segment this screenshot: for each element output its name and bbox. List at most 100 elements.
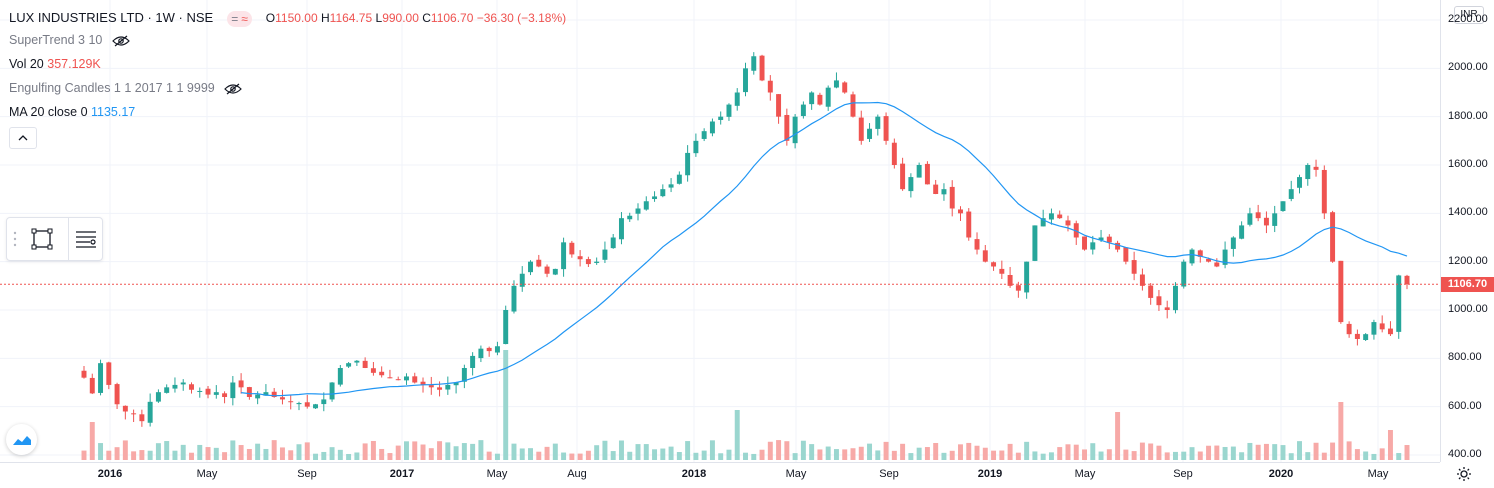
engulfing-legend[interactable]: Engulfing Candles 1 1 2017 1 1 9999 [9, 81, 243, 95]
volume-bar [428, 448, 434, 460]
volume-bar [122, 440, 128, 460]
candle-body [1048, 213, 1054, 220]
volume-value: 357.129K [47, 57, 101, 71]
volume-bar [131, 451, 137, 460]
volume-bar [1007, 443, 1013, 460]
volume-bar [222, 452, 228, 460]
price-axis[interactable] [1440, 0, 1494, 462]
plot-area[interactable] [0, 0, 1440, 462]
candle-body [213, 392, 219, 395]
supertrend-legend[interactable]: SuperTrend 3 10 [9, 33, 130, 47]
candle-body [387, 377, 393, 379]
volume-bar [833, 449, 839, 460]
candle-body [1131, 260, 1137, 274]
tradingview-logo-icon[interactable] [6, 424, 37, 455]
time-axis[interactable] [0, 462, 1440, 488]
compare-pill[interactable]: = ≈ [227, 10, 252, 27]
volume-legend[interactable]: Vol 20 357.129K [9, 57, 101, 71]
candle-body [635, 208, 641, 214]
candle-body [494, 346, 500, 353]
volume-bar [933, 442, 939, 460]
candle-body [1338, 260, 1344, 323]
floating-drawing-toolbar[interactable] [6, 217, 103, 261]
candle-body [1363, 334, 1369, 341]
volume-bar [494, 453, 500, 460]
candle-body [1082, 236, 1087, 250]
time-tick-label: Sep [297, 468, 317, 480]
volume-bar [817, 449, 823, 460]
candle-body [1148, 285, 1154, 298]
rectangle-select-icon[interactable] [29, 226, 55, 252]
collapse-legend-button[interactable] [9, 127, 37, 149]
volume-bar [346, 453, 352, 460]
volume-bar [387, 453, 393, 460]
low-label: L [375, 11, 383, 25]
candle-body [321, 399, 327, 405]
ma-legend[interactable]: MA 20 close 0 1135.17 [9, 105, 135, 119]
candlesticks[interactable] [81, 52, 1410, 427]
volume-bar [585, 450, 591, 460]
candle-body [685, 152, 691, 176]
candle-body [1387, 328, 1393, 335]
candle-body [106, 362, 112, 385]
candle-body [875, 116, 881, 129]
volume-bar [329, 447, 335, 460]
candle-body [114, 384, 120, 405]
volume-bar [924, 447, 930, 460]
time-tick-label: May [1367, 468, 1389, 480]
volume-bar [263, 448, 269, 460]
candle-body [891, 142, 897, 165]
settings-lines-icon[interactable] [73, 226, 99, 252]
ma-label: MA 20 close 0 [9, 105, 88, 119]
candle-body [709, 121, 715, 134]
equals-icon: = [231, 11, 239, 26]
candle-body [536, 259, 542, 267]
time-tick-label: May [196, 468, 218, 480]
volume-bar [478, 440, 484, 460]
drag-grip-icon[interactable] [13, 231, 17, 247]
eye-crossed-icon[interactable] [224, 83, 243, 95]
candle-body [743, 68, 748, 93]
volume-bar [1371, 453, 1377, 460]
candle-body [660, 189, 666, 197]
volume-bar [718, 453, 724, 460]
volume-bar [858, 446, 864, 460]
ohlc-values: O1150.00 H1164.75 L990.00 C1106.70 −36.3… [266, 11, 566, 25]
volume-bar [246, 448, 252, 460]
volume-bar [288, 450, 294, 460]
volume-bar [437, 441, 443, 460]
volume-bar [1189, 447, 1195, 460]
volume-bar [643, 444, 649, 460]
candle-body [503, 310, 509, 345]
volume-bar [279, 447, 285, 460]
candle-body [1123, 247, 1129, 262]
volume-bar [602, 440, 608, 460]
volume-bar [916, 447, 922, 460]
candle-body [569, 242, 575, 255]
volume-bar [470, 443, 476, 460]
currency-badge[interactable]: INR [1454, 6, 1484, 24]
volume-bar [1090, 443, 1096, 460]
candle-body [362, 360, 368, 368]
candle-body [304, 402, 310, 407]
volume-bar [734, 410, 740, 460]
volume-bar [900, 443, 906, 460]
candle-body [428, 385, 434, 388]
candle-body [652, 196, 658, 200]
time-tick-label: 2016 [97, 468, 123, 480]
gear-icon[interactable] [1456, 466, 1472, 482]
eye-crossed-icon[interactable] [111, 35, 130, 47]
volume-bar [1354, 449, 1360, 460]
symbol-title[interactable]: LUX INDUSTRIES LTD · 1W · NSE [9, 10, 214, 25]
candle-body [478, 348, 484, 359]
candle-body [966, 211, 972, 238]
volume-bar [552, 443, 558, 460]
candle-body [800, 104, 806, 117]
close-label: C [422, 11, 431, 25]
price-tick-label: 1200.00 [1448, 254, 1488, 267]
volume-bar [370, 440, 376, 460]
volume-bar [759, 449, 765, 460]
volume-bar [569, 453, 575, 460]
volume-bar [1338, 402, 1344, 460]
